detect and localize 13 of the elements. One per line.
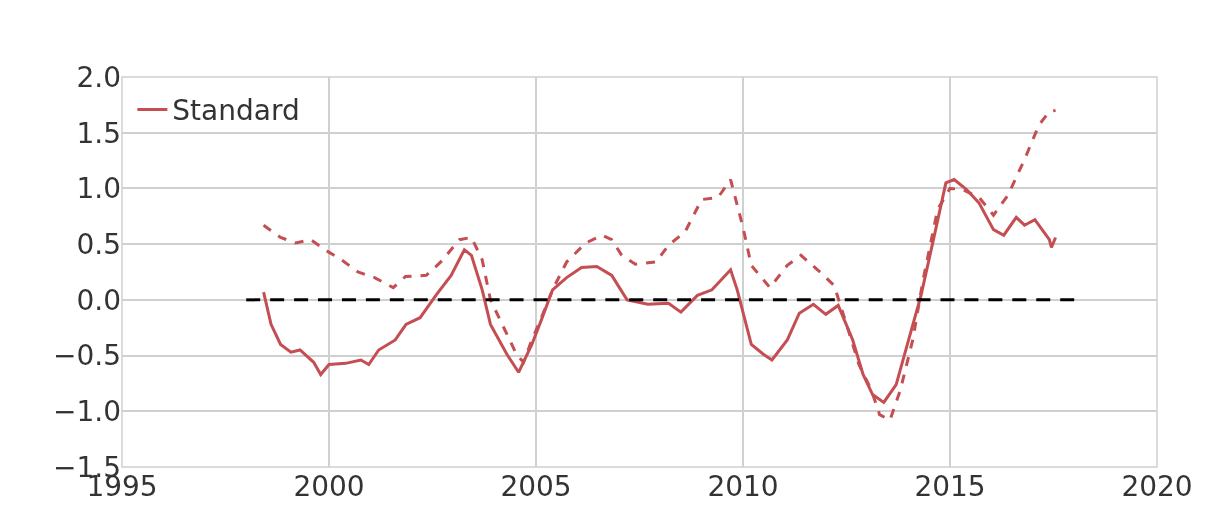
y-tick-label: 1.0 xyxy=(76,172,121,206)
legend-label: Standard xyxy=(172,94,300,128)
x-tick-label: 2005 xyxy=(500,470,572,503)
y-tick-label: −1.0 xyxy=(53,395,121,429)
y-tick-label: 2.0 xyxy=(76,60,121,94)
x-tick-label: 2015 xyxy=(914,470,986,503)
x-tick-label: 2020 xyxy=(1121,470,1193,503)
y-tick-label: −0.5 xyxy=(53,339,121,373)
y-tick-label: 0.5 xyxy=(76,227,121,261)
y-tick-label: 0.0 xyxy=(76,283,121,317)
x-tick-label: 2000 xyxy=(293,470,365,503)
x-tick-label: 2010 xyxy=(707,470,779,503)
y-tick-label: 1.5 xyxy=(76,116,121,150)
